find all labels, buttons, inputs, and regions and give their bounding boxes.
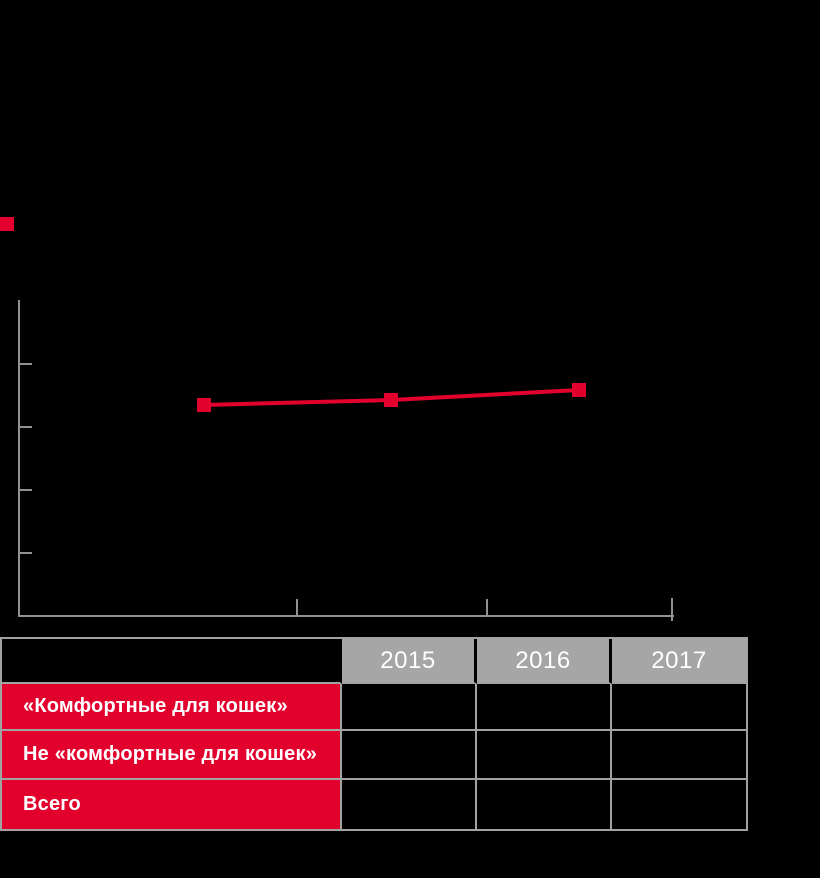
table-row-label-not-cat-friendly: Не «комфортные для кошек» — [2, 731, 342, 780]
table-cell — [477, 684, 612, 731]
table-cell — [612, 780, 746, 829]
table-header-2017: 2017 — [612, 639, 746, 684]
legend-marker-icon — [0, 217, 14, 231]
table-cell — [612, 731, 746, 780]
table-header-2015: 2015 — [342, 639, 477, 684]
table-cell — [342, 731, 477, 780]
table-row-label-cat-friendly: «Комфортные для кошек» — [2, 684, 342, 731]
trend-line-chart — [0, 217, 674, 621]
table-row-label-total: Всего — [2, 780, 342, 829]
data-table: 2015 2016 2017 «Комфортные для кошек» Не… — [0, 637, 748, 831]
table-cell — [612, 684, 746, 731]
table-cell — [477, 731, 612, 780]
data-point-marker — [384, 393, 398, 407]
data-point-marker — [197, 398, 211, 412]
data-point-marker — [572, 383, 586, 397]
table-header-corner-cell — [2, 639, 342, 684]
table-cell — [477, 780, 612, 829]
table-header-2016: 2016 — [477, 639, 612, 684]
table-cell — [342, 780, 477, 829]
table-cell — [342, 684, 477, 731]
